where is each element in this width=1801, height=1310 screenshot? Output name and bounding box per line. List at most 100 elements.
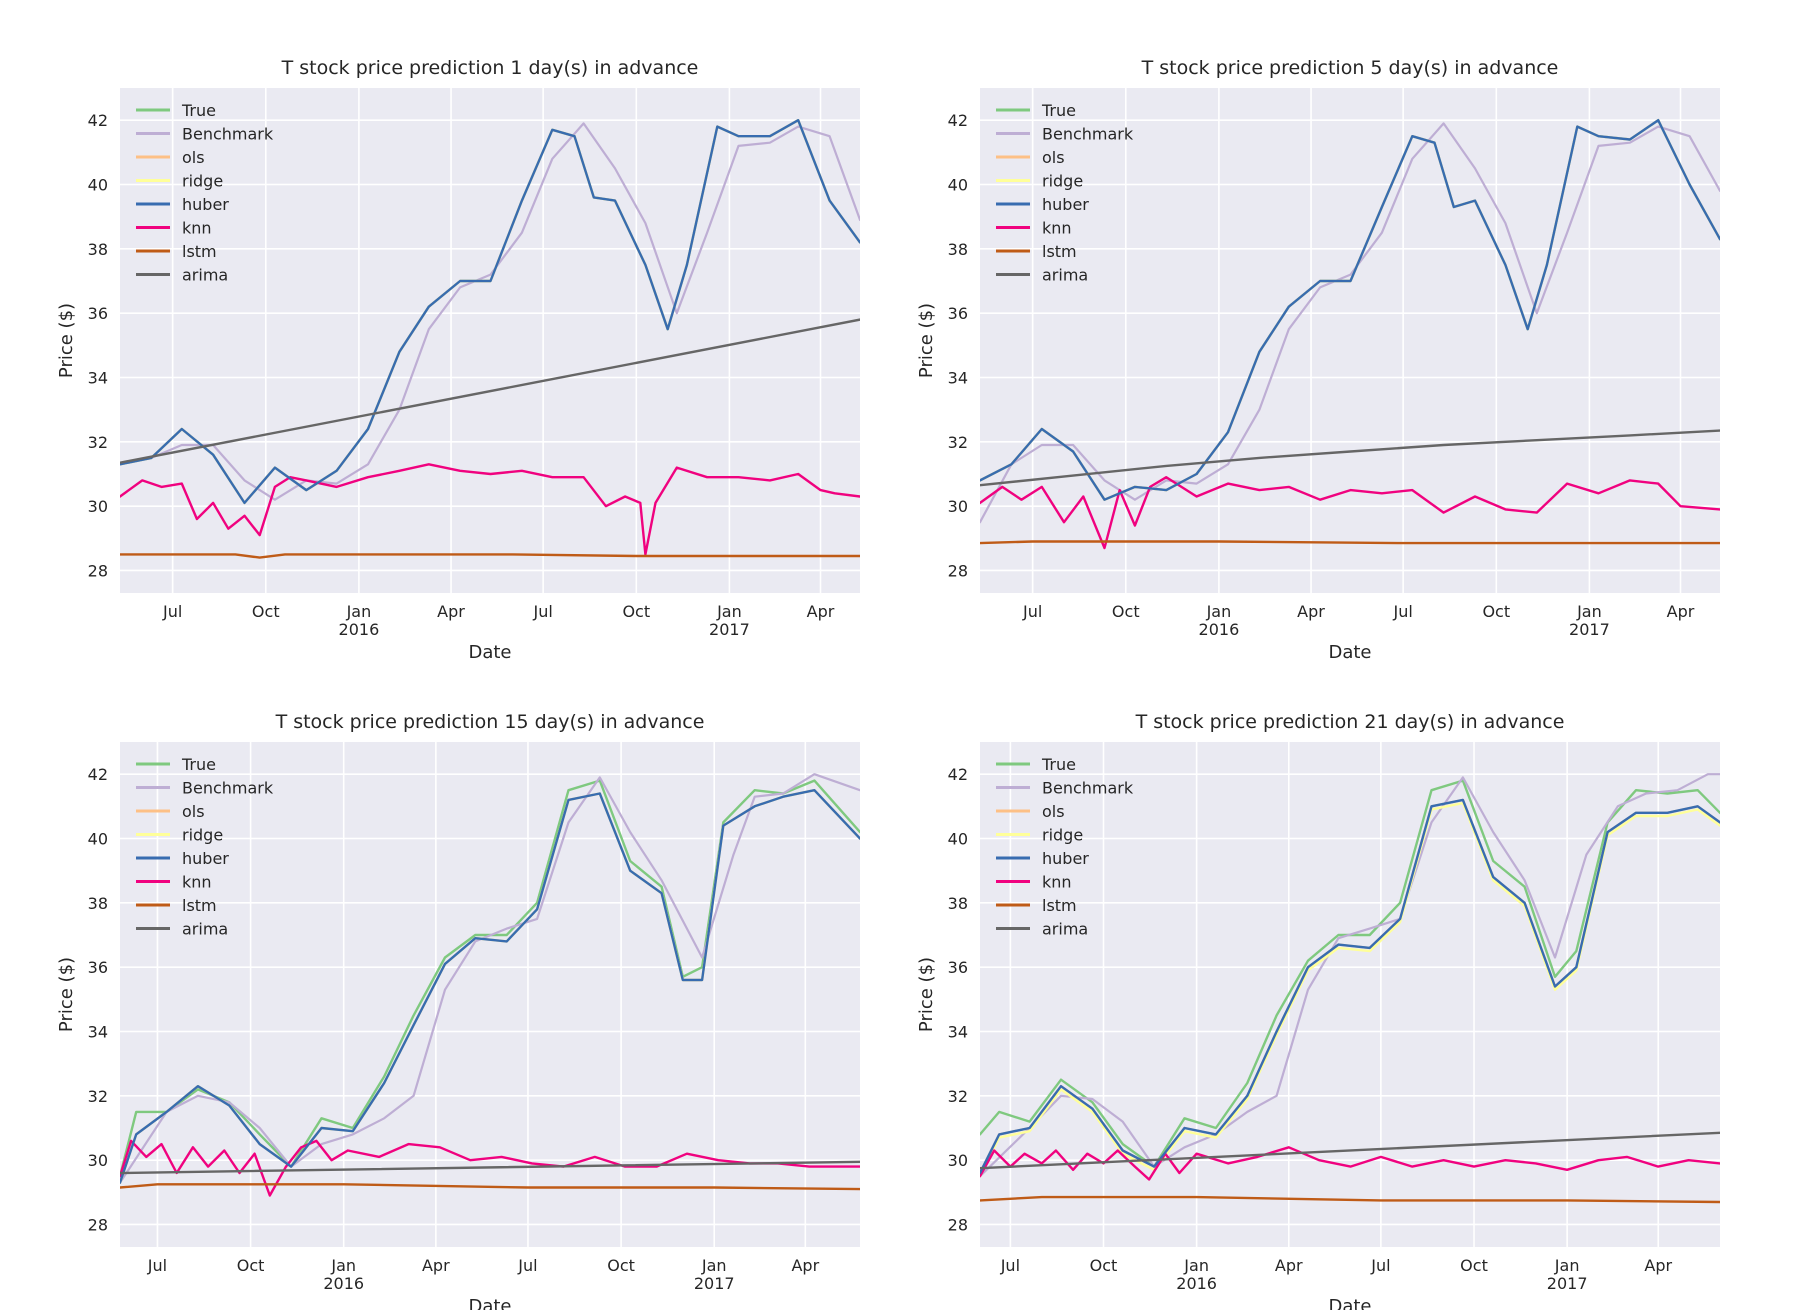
x-tick-year-label: 2017 — [1569, 620, 1610, 639]
legend-label: huber — [182, 849, 229, 868]
y-tick-label: 30 — [88, 1151, 108, 1170]
legend-label: ols — [182, 148, 205, 167]
legend-label: ols — [182, 802, 205, 821]
y-tick-label: 42 — [948, 111, 968, 130]
series-line-arima — [120, 318, 860, 464]
chart-title: T stock price prediction 5 day(s) in adv… — [1141, 57, 1559, 79]
x-tick-label: Jul — [1000, 1256, 1020, 1275]
x-tick-label: Apr — [422, 1256, 450, 1275]
y-tick-label: 30 — [948, 1151, 968, 1170]
legend-label: lstm — [182, 242, 217, 261]
x-tick-label: Jul — [147, 1256, 167, 1275]
y-tick-label: 42 — [948, 765, 968, 784]
y-tick-label: 38 — [948, 240, 968, 259]
legend-label: knn — [182, 219, 212, 238]
x-tick-label: Jul — [1022, 602, 1042, 621]
x-tick-label: Oct — [1112, 602, 1140, 621]
y-tick-label: 40 — [948, 175, 968, 194]
x-tick-label: Apr — [1667, 602, 1695, 621]
y-tick-label: 28 — [88, 561, 108, 580]
x-tick-label: Oct — [1090, 1256, 1118, 1275]
y-tick-label: 42 — [88, 111, 108, 130]
y-tick-label: 28 — [948, 1215, 968, 1234]
series-line-benchmark — [120, 773, 860, 1184]
y-axis-label: Price ($) — [916, 303, 937, 378]
series-line-knn — [980, 1146, 1720, 1181]
x-tick-label: Apr — [1297, 602, 1325, 621]
series-line-benchmark — [120, 122, 860, 501]
y-tick-label: 40 — [88, 175, 108, 194]
x-tick-label: Jul — [517, 1256, 537, 1275]
x-tick-label: Oct — [252, 602, 280, 621]
x-tick-label: Apr — [1644, 1256, 1672, 1275]
plot-area — [120, 88, 860, 593]
x-tick-label: Jul — [1392, 602, 1412, 621]
x-tick-label: Jan — [330, 1256, 356, 1275]
series-line-lstm — [120, 553, 860, 559]
plot-area — [980, 742, 1720, 1247]
legend-label: Benchmark — [182, 779, 274, 798]
legend-label: True — [181, 755, 216, 774]
x-tick-year-label: 2017 — [694, 1274, 735, 1293]
y-tick-label: 32 — [948, 433, 968, 452]
legend: True Benchmark ols ridge huber knn lstm arima — [136, 755, 274, 939]
x-tick-year-label: 2016 — [339, 620, 380, 639]
legend-label: True — [181, 101, 216, 120]
y-tick-label: 40 — [948, 829, 968, 848]
chart-title: T stock price prediction 1 day(s) in adv… — [281, 57, 699, 79]
legend-label: huber — [1042, 849, 1089, 868]
legend-label: arima — [182, 920, 228, 939]
x-tick-year-label: 2017 — [1547, 1274, 1588, 1293]
y-tick-label: 28 — [948, 561, 968, 580]
y-tick-label: 34 — [88, 1022, 108, 1041]
y-tick-label: 36 — [948, 958, 968, 977]
x-tick-year-label: 2016 — [1199, 620, 1240, 639]
series-line-knn — [120, 463, 860, 556]
legend-label: arima — [1042, 266, 1088, 285]
legend-label: huber — [1042, 195, 1089, 214]
series-line-knn — [120, 1139, 860, 1197]
legend: True Benchmark ols ridge huber knn lstm arima — [996, 755, 1134, 939]
y-tick-label: 28 — [88, 1215, 108, 1234]
x-axis-label: Date — [1328, 1296, 1371, 1310]
plot-area — [980, 88, 1720, 593]
x-tick-label: Jan — [1554, 1256, 1580, 1275]
y-tick-label: 32 — [88, 433, 108, 452]
y-tick-label: 38 — [88, 894, 108, 913]
y-tick-label: 42 — [88, 765, 108, 784]
x-tick-label: Jan — [1183, 1256, 1209, 1275]
y-tick-label: 34 — [948, 1022, 968, 1041]
chart-title: T stock price prediction 15 day(s) in ad… — [275, 711, 705, 733]
series-line-lstm — [980, 1195, 1720, 1204]
x-tick-label: Apr — [807, 602, 835, 621]
series-line-benchmark — [980, 773, 1720, 1178]
legend-label: huber — [182, 195, 229, 214]
x-tick-label: Jul — [162, 602, 182, 621]
legend-label: knn — [182, 873, 212, 892]
x-axis-label: Date — [468, 1296, 511, 1310]
y-axis-label: Price ($) — [56, 303, 77, 378]
legend-label: lstm — [182, 896, 217, 915]
x-tick-label: Jan — [346, 602, 372, 621]
x-tick-label: Jan — [716, 602, 742, 621]
x-tick-label: Oct — [237, 1256, 265, 1275]
x-tick-label: Oct — [607, 1256, 635, 1275]
legend: True Benchmark ols ridge huber knn lstm arima — [136, 101, 274, 285]
x-tick-label: Jan — [1576, 602, 1602, 621]
x-tick-label: Jan — [1206, 602, 1232, 621]
series-line-huber — [980, 118, 1720, 501]
legend-label: ols — [1042, 802, 1065, 821]
x-tick-label: Apr — [437, 602, 465, 621]
x-tick-label: Apr — [1275, 1256, 1303, 1275]
x-axis-label: Date — [468, 642, 511, 663]
legend-label: knn — [1042, 873, 1072, 892]
series-line-arima — [980, 1131, 1720, 1170]
x-tick-label: Jan — [701, 1256, 727, 1275]
legend-label: ridge — [1042, 826, 1083, 845]
x-tick-label: Jul — [532, 602, 552, 621]
